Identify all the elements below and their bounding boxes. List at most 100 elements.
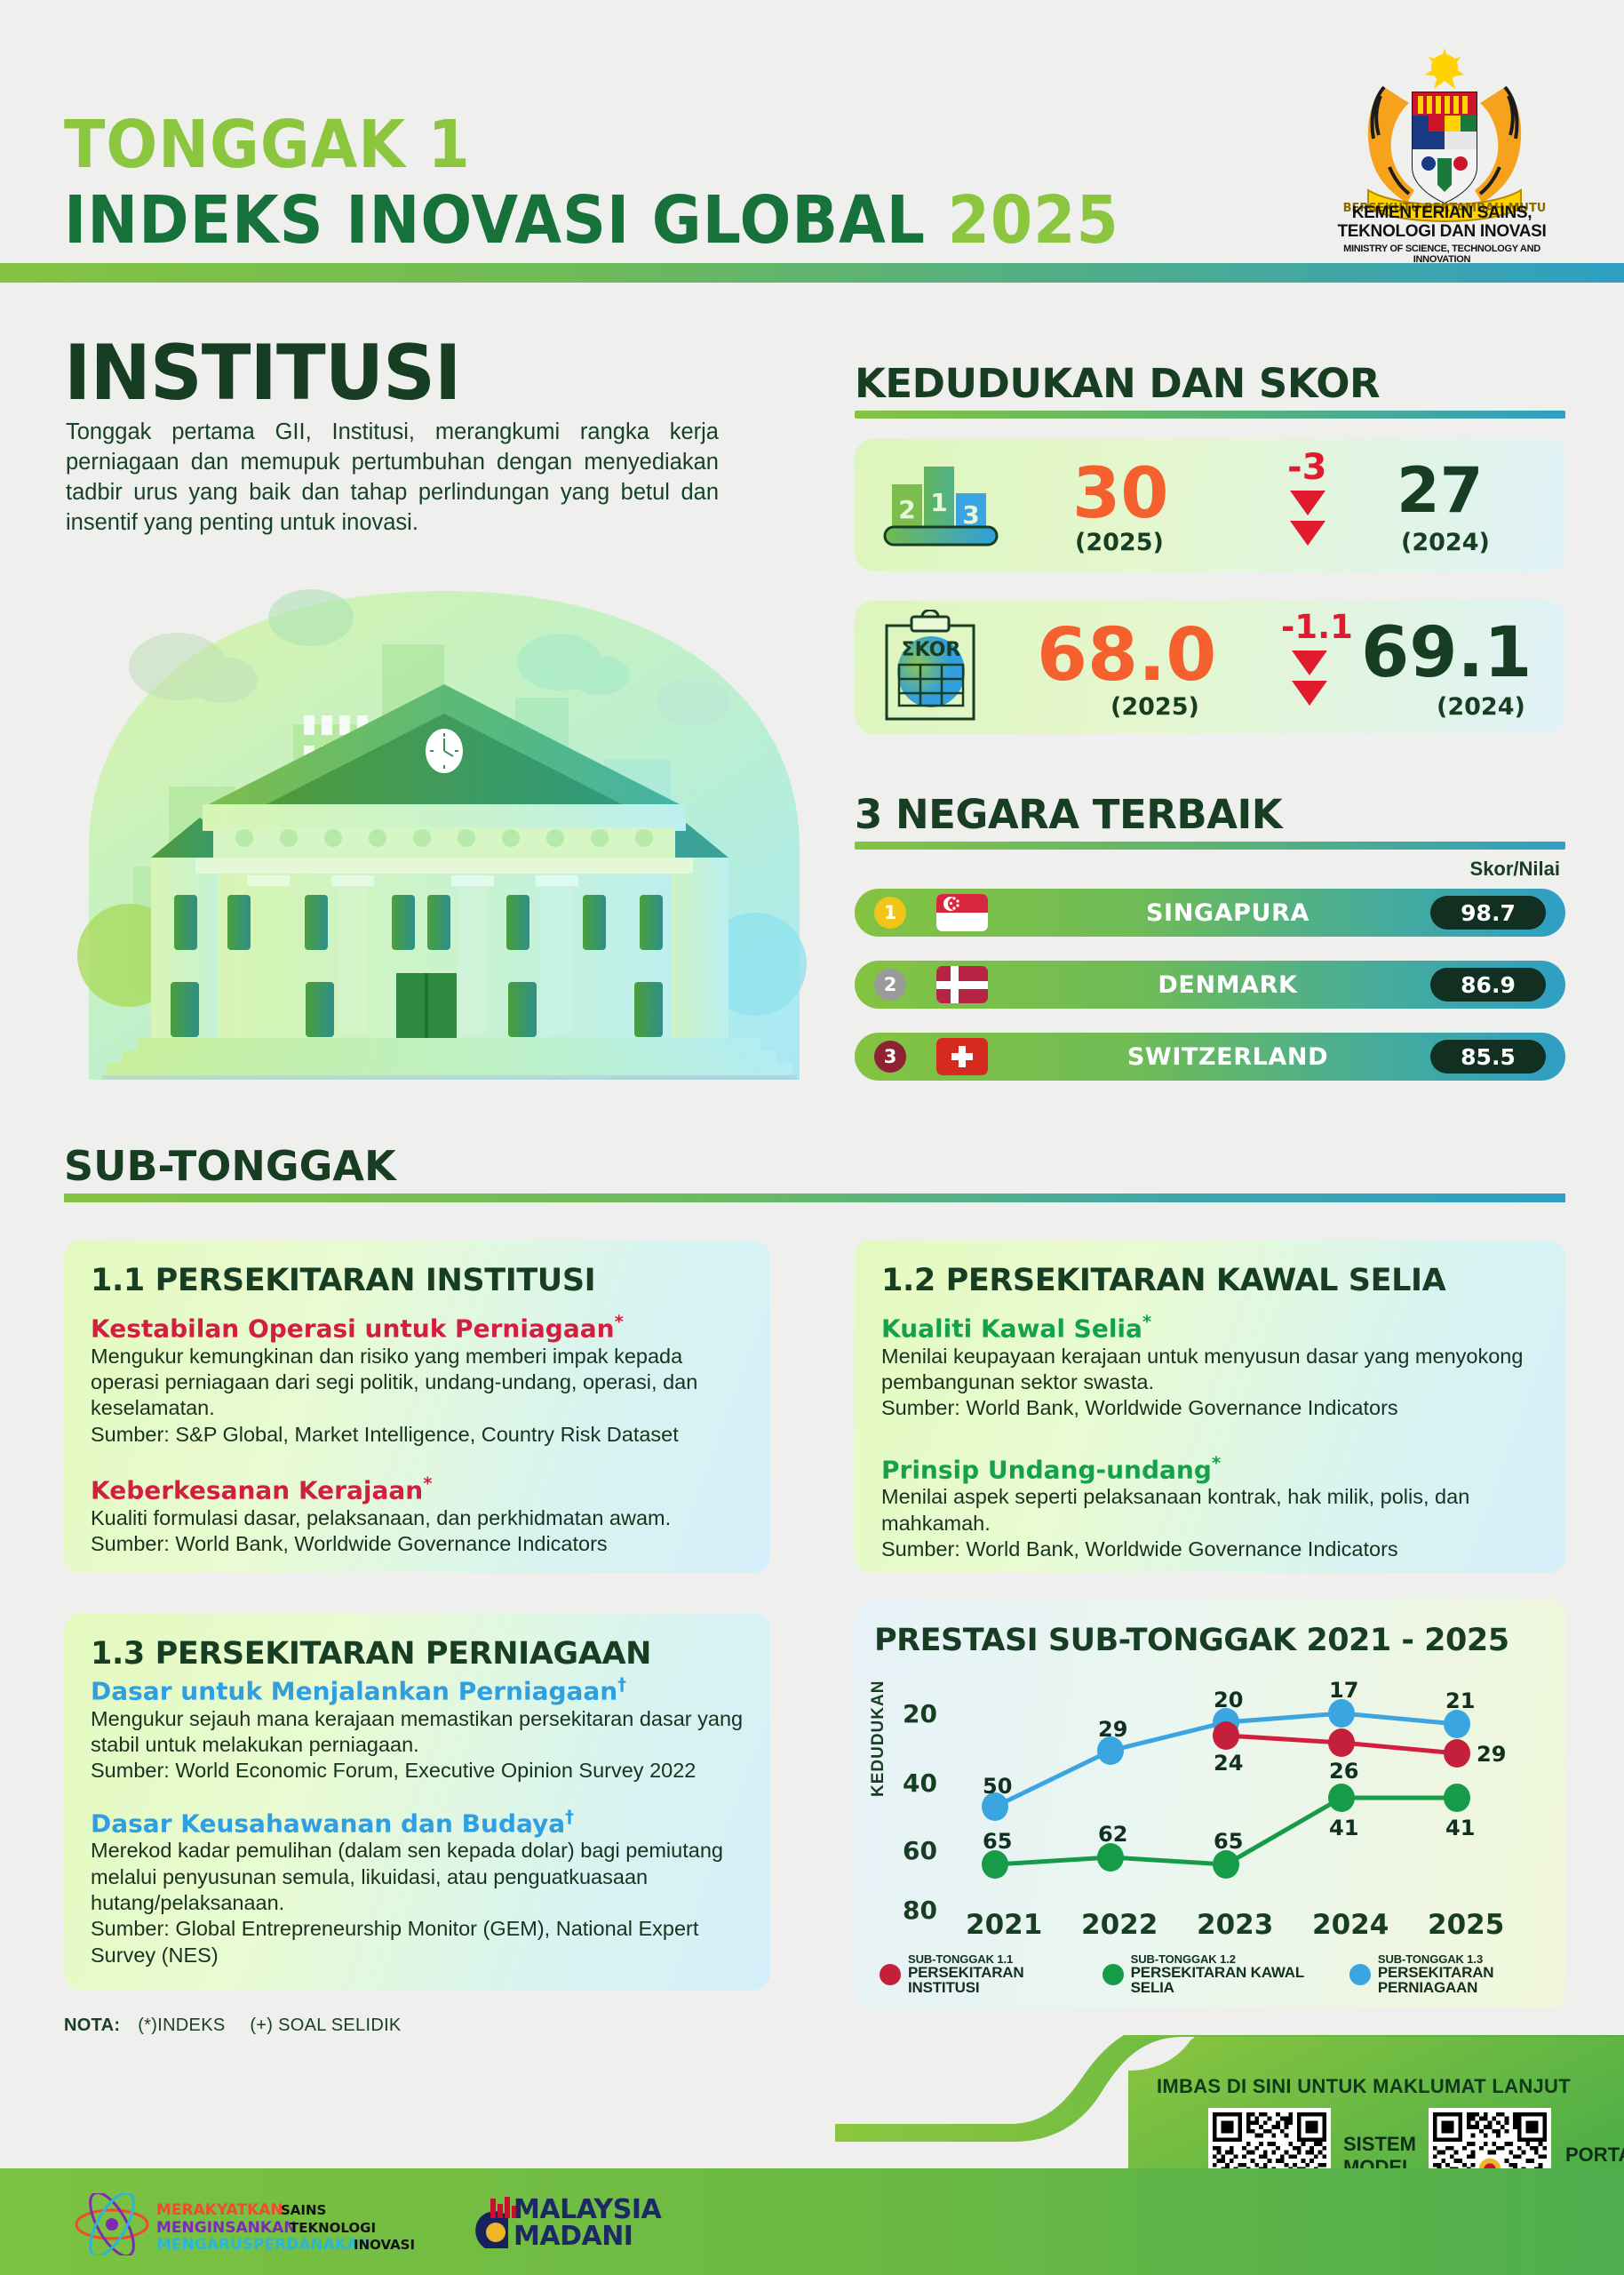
ministry-line-2: TEKNOLOGI DAN INOVASI xyxy=(1337,221,1547,241)
top-countries-rule xyxy=(855,842,1565,850)
item-name: Dasar untuk Menjalankan Perniagaan xyxy=(91,1676,618,1706)
table-row[interactable]: 3 SWITZERLAND 85.5 xyxy=(855,1033,1565,1081)
legend-dot-icon xyxy=(880,1963,901,1985)
score-card: ΣKOR 68.0 (2025) -1.1 69.1 (2024) xyxy=(855,601,1565,734)
chart-title: PRESTASI SUB-TONGGAK 2021 - 2025 xyxy=(874,1623,1509,1658)
svg-text:SAINS: SAINS xyxy=(281,2202,326,2218)
legend-label: PERSEKITARAN KAWAL SELIA xyxy=(1130,1964,1304,1996)
item-marker: * xyxy=(1211,1452,1222,1473)
header-line-1: TONGGAK 1 xyxy=(64,107,471,183)
svg-text:TEKNOLOGI: TEKNOLOGI xyxy=(290,2220,376,2236)
rank-medal: 1 xyxy=(874,897,906,929)
y-tick: 80 xyxy=(903,1896,937,1925)
item-body: Menilai keupayaan kerajaan untuk menyusu… xyxy=(881,1344,1524,1393)
sub-pillar-title: 1.1 PERSEKITARAN INSTITUSI xyxy=(91,1263,596,1298)
data-label: 41 xyxy=(1329,1816,1359,1840)
singapore-flag xyxy=(936,894,988,931)
item-body: Menilai aspek seperti pelaksanaan kontra… xyxy=(881,1485,1470,1535)
ministry-line-1: KEMENTERIAN SAINS, xyxy=(1351,204,1532,222)
item-source: Sumber: World Bank, Worldwide Governance… xyxy=(91,1531,608,1555)
x-tick: 2024 xyxy=(1312,1909,1389,1941)
rank-medal: 3 xyxy=(874,1041,906,1073)
top-countries-heading: 3 NEGARA TERBAIK xyxy=(855,791,1283,838)
rank-delta: -3 xyxy=(1287,447,1327,488)
y-tick: 40 xyxy=(903,1768,937,1798)
item-body: Mengukur kemungkinan dan risiko yang mem… xyxy=(91,1344,698,1420)
svg-text:ΣKOR: ΣKOR xyxy=(902,639,961,661)
denmark-flag xyxy=(936,966,988,1003)
sub-pillar-card-1-3: 1.3 PERSEKITARAN PERNIAGAAN Dasar untuk … xyxy=(64,1613,770,1991)
data-label: 65 xyxy=(1214,1829,1244,1854)
svg-text:MERAKYATKAN: MERAKYATKAN xyxy=(156,2201,283,2219)
sub-pillar-card-1-1: 1.1 PERSEKITARAN INSTITUSI Kestabilan Op… xyxy=(64,1240,770,1573)
nota-item-1: (*)INDEKS xyxy=(138,2016,226,2035)
rank-2024-value: 27 xyxy=(1397,454,1484,527)
madani-text: MALAYSIA MADANI xyxy=(513,2197,662,2252)
down-arrow-icon xyxy=(1290,491,1325,546)
page-title: INSTITUSI xyxy=(64,329,461,418)
legend-item: SUB-TONGGAK 1.2 PERSEKITARAN KAWAL SELIA xyxy=(1102,1953,1309,1996)
svg-text:3: 3 xyxy=(962,500,979,530)
legend-sub-label: SUB-TONGGAK 1.1 xyxy=(908,1952,1014,1966)
chart-legend: SUB-TONGGAK 1.1 PERSEKITARAN INSTITUSI S… xyxy=(880,1953,1555,1995)
data-label: 24 xyxy=(1214,1751,1244,1776)
header-year: 2025 xyxy=(947,182,1119,259)
item-body: Merekod kadar pemulihan (dalam sen kepad… xyxy=(91,1839,723,1914)
item-marker: † xyxy=(617,1674,627,1695)
table-row[interactable]: 1 SINGAPURA 98.7 xyxy=(855,889,1565,937)
svg-text:BERSEKUTU BERTAMBAH MUTU: BERSEKUTU BERTAMBAH MUTU xyxy=(1343,202,1547,215)
page-header: TONGGAK 1 INDEKS INOVASI GLOBAL 2025 xyxy=(0,0,1624,283)
data-label: 26 xyxy=(1329,1759,1359,1784)
sub-pillar-item: Kestabilan Operasi untuk Perniagaan* Men… xyxy=(91,1312,744,1448)
data-label: 62 xyxy=(1098,1822,1128,1847)
rank-2025-value: 30 xyxy=(1072,454,1169,534)
item-name: Dasar Keusahawanan dan Budaya xyxy=(91,1808,566,1838)
x-tick: 2022 xyxy=(1081,1909,1158,1941)
header-gradient-bar xyxy=(0,263,1624,283)
score-column-header: Skor/Nilai xyxy=(1469,858,1560,880)
sub-pillars-rule xyxy=(64,1193,1565,1202)
performance-chart: PRESTASI SUB-TONGGAK 2021 - 2025 KEDUDUK… xyxy=(855,1600,1565,2008)
madani-line-2: MADANI xyxy=(513,2221,633,2252)
rank-card: 2 1 3 30 (2025) -3 27 (2024) xyxy=(855,438,1565,571)
country-score: 86.9 xyxy=(1430,968,1546,1002)
footer-bar xyxy=(0,2168,1624,2275)
score-2024-year: (2024) xyxy=(1437,693,1525,721)
svg-text:MENGARUSPERDANAKAN: MENGARUSPERDANAKAN xyxy=(156,2236,370,2254)
sub-pillar-card-1-2: 1.2 PERSEKITARAN KAWAL SELIA Kualiti Kaw… xyxy=(855,1240,1565,1573)
legend-label: PERSEKITARAN INSTITUSI xyxy=(908,1964,1024,1996)
ministry-name: KEMENTERIAN SAINS, TEKNOLOGI DAN INOVASI… xyxy=(1322,204,1562,265)
table-row[interactable]: 2 DENMARK 86.9 xyxy=(855,961,1565,1009)
chart-plot xyxy=(982,1699,1470,1879)
rank-2024-year: (2024) xyxy=(1401,529,1490,556)
item-source: Sumber: World Bank, Worldwide Governance… xyxy=(881,1537,1398,1561)
institution-building-illustration xyxy=(77,589,807,1080)
country-score: 98.7 xyxy=(1430,896,1546,930)
score-2025-year: (2025) xyxy=(1111,693,1199,721)
rank-medal: 2 xyxy=(874,969,906,1001)
x-tick: 2025 xyxy=(1428,1909,1505,1941)
data-label: 29 xyxy=(1477,1742,1507,1767)
item-name: Keberkesanan Kerajaan xyxy=(91,1475,424,1505)
legend-dot-icon xyxy=(1349,1963,1371,1985)
legend-sub-label: SUB-TONGGAK 1.3 xyxy=(1377,1952,1484,1966)
malaysia-madani-logo-icon xyxy=(475,2197,517,2248)
item-source: Sumber: World Economic Forum, Executive … xyxy=(91,1759,697,1783)
sub-pillar-item: Keberkesanan Kerajaan* Kualiti formulasi… xyxy=(91,1473,744,1557)
legend-item: SUB-TONGGAK 1.3 PERSEKITARAN PERNIAGAAN xyxy=(1349,1953,1555,1995)
sub-pillar-item: Kualiti Kawal Selia* Menilai keupayaan k… xyxy=(881,1312,1539,1422)
item-marker: * xyxy=(423,1473,433,1495)
nota-item-2: (+) SOAL SELIDIK xyxy=(250,2016,402,2035)
svg-text:1: 1 xyxy=(930,488,947,517)
legend-item: SUB-TONGGAK 1.1 PERSEKITARAN INSTITUSI xyxy=(880,1953,1062,1995)
x-tick: 2021 xyxy=(966,1909,1043,1941)
svg-text:MENGINSANKAN: MENGINSANKAN xyxy=(156,2219,296,2237)
mosti-slogan-logo: MERAKYATKAN SAINS MENGINSANKAN TEKNOLOGI… xyxy=(75,2193,415,2255)
score-delta: -1.1 xyxy=(1281,608,1353,646)
country-name: DENMARK xyxy=(1158,970,1298,999)
svg-text:INOVASI: INOVASI xyxy=(354,2237,415,2253)
data-label: 20 xyxy=(1214,1688,1244,1712)
pillar-description: Tonggak pertama GII, Institusi, merangku… xyxy=(66,419,719,535)
sub-pillar-item: Dasar Keusahawanan dan Budaya† Merekod k… xyxy=(91,1807,744,1968)
header-line-2: INDEKS INOVASI GLOBAL 2025 xyxy=(64,182,1119,259)
